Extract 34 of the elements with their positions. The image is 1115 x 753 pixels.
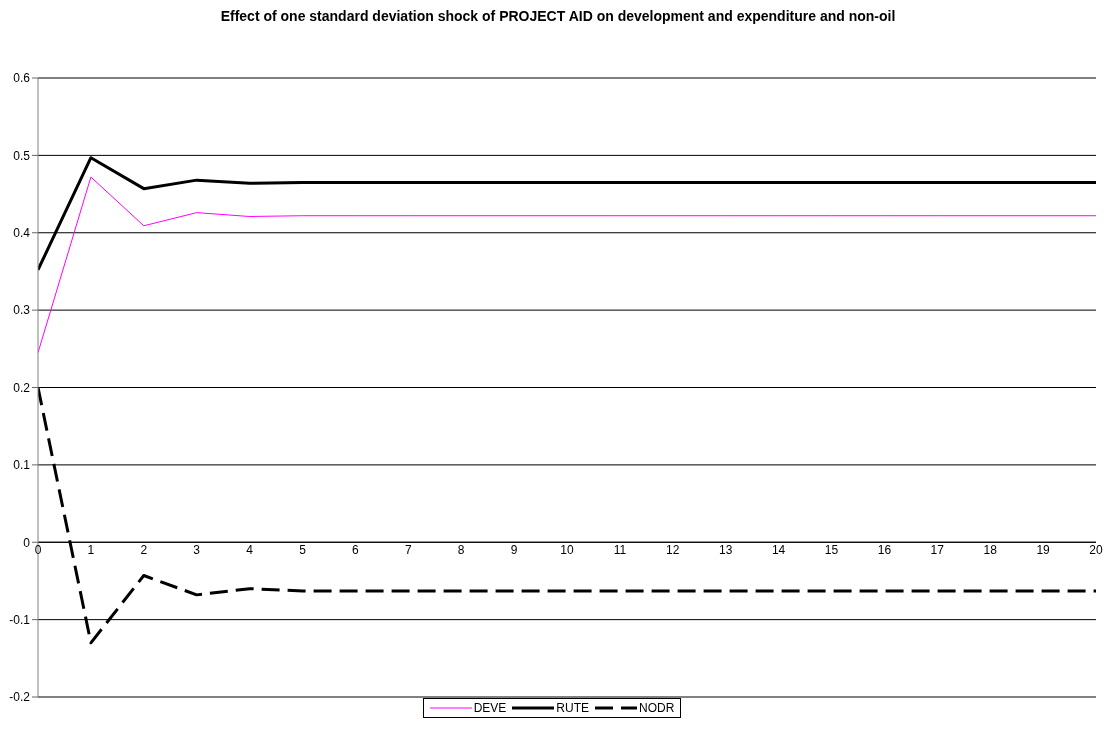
x-tick-label: 19 <box>1036 542 1051 557</box>
x-tick-label: 15 <box>824 542 839 557</box>
y-tick-label: 0.3 <box>13 303 31 318</box>
legend-label: NODR <box>638 701 675 715</box>
x-tick-label: 7 <box>404 542 412 557</box>
x-tick-label: 6 <box>352 542 360 557</box>
x-tick-label: 14 <box>771 542 786 557</box>
line-series <box>38 156 1096 272</box>
y-tick-label: 0.4 <box>13 226 31 241</box>
x-tick-label: 16 <box>877 542 892 557</box>
x-tick-label: 3 <box>193 542 201 557</box>
legend-label: RUTE <box>555 701 589 715</box>
x-tick-label: 20 <box>1089 542 1103 557</box>
x-tick-label: 0 <box>34 542 42 557</box>
x-tick-label: 12 <box>666 542 680 557</box>
x-tick-label: 1 <box>87 542 95 557</box>
x-tick-label: 10 <box>560 542 574 557</box>
x-tick-label: 4 <box>246 542 254 557</box>
y-tick-label: 0.6 <box>13 71 31 86</box>
x-tick-label: 17 <box>930 542 945 557</box>
chart-title: Effect of one standard deviation shock of PROJECT AID on development and expenditure and non-oil <box>219 8 897 26</box>
x-tick-label: 13 <box>719 542 733 557</box>
x-tick-label: 2 <box>140 542 148 557</box>
y-tick-label: -0.2 <box>9 690 31 705</box>
x-tick-label: 8 <box>457 542 465 557</box>
legend-label: DEVE <box>472 701 507 715</box>
y-tick-label: -0.1 <box>9 612 31 627</box>
y-tick-label: 0.5 <box>13 148 31 163</box>
x-tick-label: 5 <box>299 542 307 557</box>
x-tick-label: 9 <box>510 542 518 557</box>
x-tick-label: 18 <box>983 542 998 557</box>
x-tick-label: 11 <box>613 542 627 557</box>
y-tick-label: 0.1 <box>13 458 31 473</box>
y-tick-label: 0.2 <box>13 380 31 395</box>
